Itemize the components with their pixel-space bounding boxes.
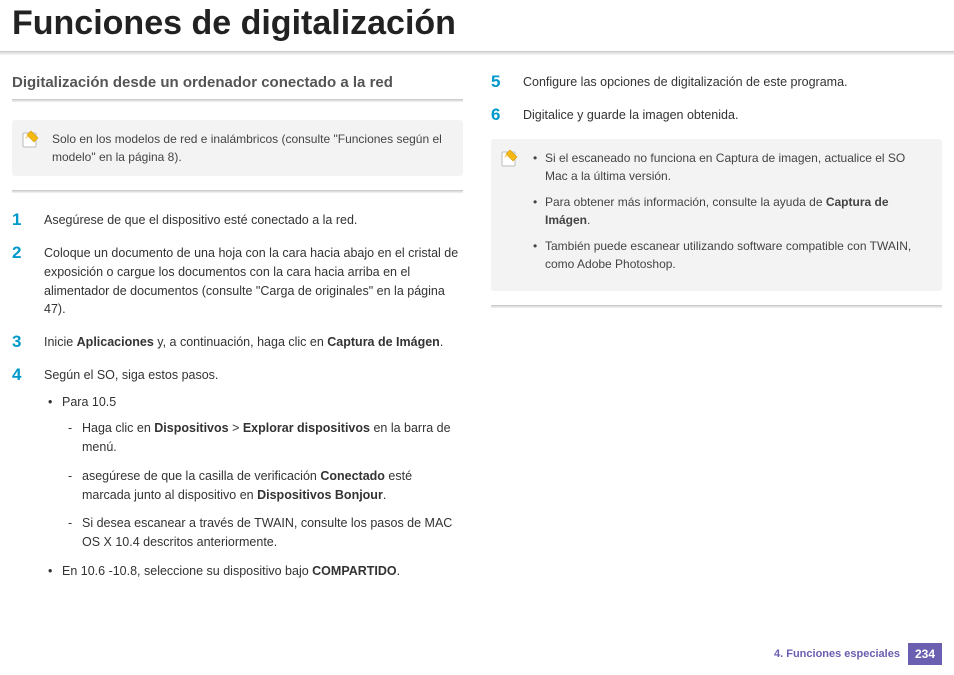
bold: Explorar dispositivos	[243, 421, 370, 435]
text: .	[587, 213, 590, 227]
step-4: 4 Según el SO, siga estos pasos. Para 10…	[12, 366, 463, 589]
text: Para 10.5	[62, 395, 116, 409]
text: Según el SO, siga estos pasos.	[44, 368, 218, 382]
note-box-right: Si el escaneado no funciona en Captura d…	[491, 139, 942, 291]
step-3: 3 Inicie Aplicaciones y, a continuación,…	[12, 333, 463, 352]
step-body: Inicie Aplicaciones y, a continuación, h…	[44, 333, 463, 352]
bold: Aplicaciones	[77, 335, 154, 349]
step-body: Configure las opciones de digitalización…	[523, 73, 942, 92]
text: Para obtener más información, consulte l…	[545, 195, 826, 209]
list-item: Para 10.5 Haga clic en Dispositivos > Ex…	[44, 393, 463, 552]
note-text: Solo en los modelos de red e inalámbrico…	[52, 132, 442, 164]
bold: Conectado	[320, 469, 385, 483]
text: .	[397, 564, 400, 578]
sub-list: Para 10.5 Haga clic en Dispositivos > Ex…	[44, 393, 463, 581]
text: En 10.6 -10.8, seleccione su dispositivo…	[62, 564, 312, 578]
text: Inicie	[44, 335, 77, 349]
bold: Dispositivos	[154, 421, 228, 435]
title-underline	[0, 51, 954, 55]
note-icon	[21, 129, 41, 149]
section-heading: Digitalización desde un ordenador conect…	[12, 73, 463, 99]
section-rule	[12, 99, 463, 102]
text: >	[229, 421, 243, 435]
step-number: 3	[12, 333, 30, 352]
step-body: Asegúrese de que el dispositivo esté con…	[44, 211, 463, 230]
note-rule-right	[491, 305, 942, 308]
sub-sub-list: Haga clic en Dispositivos > Explorar dis…	[62, 419, 463, 552]
step-2: 2 Coloque un documento de una hoja con l…	[12, 244, 463, 319]
right-column: 5 Configure las opciones de digitalizaci…	[491, 73, 942, 603]
list-item: Para obtener más información, consulte l…	[531, 193, 930, 229]
page-title: Funciones de digitalización	[0, 0, 954, 51]
list-item: En 10.6 -10.8, seleccione su dispositivo…	[44, 562, 463, 581]
step-number: 6	[491, 106, 509, 125]
list-item: Si el escaneado no funciona en Captura d…	[531, 149, 930, 185]
text: y, a continuación, haga clic en	[154, 335, 328, 349]
left-column: Digitalización desde un ordenador conect…	[12, 73, 463, 603]
list-item: asegúrese de que la casilla de verificac…	[62, 467, 463, 505]
text: .	[440, 335, 443, 349]
step-body: Coloque un documento de una hoja con la …	[44, 244, 463, 319]
step-number: 5	[491, 73, 509, 92]
step-6: 6 Digitalice y guarde la imagen obtenida…	[491, 106, 942, 125]
bold: Captura de Imágen	[327, 335, 440, 349]
page-footer: 4. Funciones especiales 234	[774, 643, 942, 665]
step-body: Según el SO, siga estos pasos. Para 10.5…	[44, 366, 463, 589]
bold: COMPARTIDO	[312, 564, 397, 578]
note-box-left: Solo en los modelos de red e inalámbrico…	[12, 120, 463, 176]
step-number: 4	[12, 366, 30, 589]
footer-page-number: 234	[908, 643, 942, 665]
step-1: 1 Asegúrese de que el dispositivo esté c…	[12, 211, 463, 230]
bold: Dispositivos Bonjour	[257, 488, 383, 502]
text: .	[383, 488, 386, 502]
note-list: Si el escaneado no funciona en Captura d…	[531, 149, 930, 273]
list-item: También puede escanear utilizando softwa…	[531, 237, 930, 273]
list-item: Si desea escanear a través de TWAIN, con…	[62, 514, 463, 552]
text: asegúrese de que la casilla de verificac…	[82, 469, 320, 483]
note-icon	[500, 148, 520, 168]
note-rule-left	[12, 190, 463, 193]
text: Haga clic en	[82, 421, 154, 435]
footer-chapter: 4. Funciones especiales	[774, 648, 900, 660]
step-body: Digitalice y guarde la imagen obtenida.	[523, 106, 942, 125]
step-number: 1	[12, 211, 30, 230]
step-number: 2	[12, 244, 30, 319]
step-5: 5 Configure las opciones de digitalizaci…	[491, 73, 942, 92]
list-item: Haga clic en Dispositivos > Explorar dis…	[62, 419, 463, 457]
content-columns: Digitalización desde un ordenador conect…	[0, 73, 954, 603]
